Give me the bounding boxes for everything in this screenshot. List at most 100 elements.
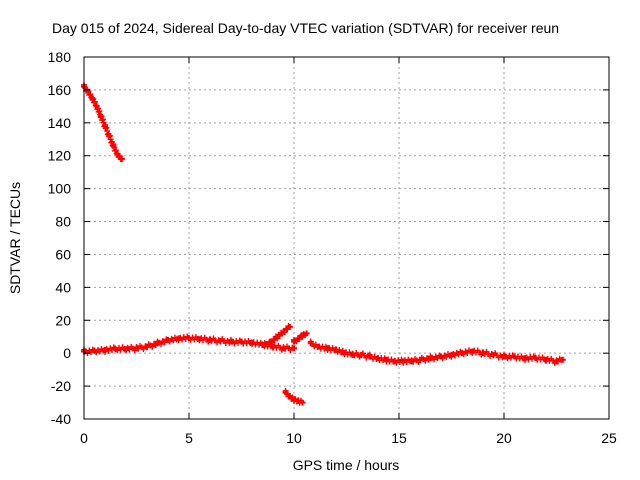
data-point xyxy=(217,337,224,344)
data-point xyxy=(280,328,287,335)
x-tick-label: 0 xyxy=(80,430,88,446)
series-arc-4 xyxy=(282,387,306,406)
series-arc-1 xyxy=(81,81,125,163)
data-point xyxy=(175,335,182,342)
data-point xyxy=(358,351,365,358)
data-point xyxy=(469,348,476,355)
y-tick-label: 40 xyxy=(55,279,71,295)
y-tick-label: 120 xyxy=(48,148,72,164)
data-point xyxy=(532,355,539,362)
data-point xyxy=(91,347,98,354)
y-tick-label: 100 xyxy=(48,181,72,197)
data-point xyxy=(118,156,125,163)
data-point xyxy=(196,336,203,343)
series-arc-6 xyxy=(307,338,566,366)
data-point xyxy=(97,113,104,120)
data-point xyxy=(375,355,381,362)
data-point xyxy=(299,399,306,406)
plot-frame xyxy=(83,56,610,420)
y-tick-label: 20 xyxy=(55,312,71,328)
data-point xyxy=(286,323,293,330)
data-point xyxy=(154,340,161,347)
data-point xyxy=(511,353,518,360)
y-tick-label: -40 xyxy=(51,411,71,427)
data-point xyxy=(427,355,434,362)
x-tick-label: 25 xyxy=(601,430,617,446)
data-point xyxy=(112,346,119,353)
data-point xyxy=(501,353,507,360)
data-point xyxy=(186,335,192,342)
data-point xyxy=(102,346,108,353)
data-point xyxy=(559,356,566,363)
data-point xyxy=(274,333,281,340)
data-point xyxy=(333,346,339,353)
data-point xyxy=(282,389,289,396)
data-point xyxy=(110,142,117,149)
data-point xyxy=(238,338,245,345)
data-point xyxy=(280,345,287,352)
data-point xyxy=(291,345,297,352)
series-arc-5 xyxy=(291,330,310,345)
axis-ticks: -40 -20 0 20 40 60 80 100 120 140 160 180 0 5 10 15 20 25 xyxy=(48,49,617,446)
data-point xyxy=(228,338,234,345)
data-point xyxy=(307,340,314,347)
data-point xyxy=(165,337,171,344)
data-point xyxy=(543,356,549,363)
y-tick-label: 60 xyxy=(55,246,71,262)
data-points xyxy=(81,81,566,406)
x-tick-label: 10 xyxy=(286,430,302,446)
data-point xyxy=(316,343,323,350)
y-tick-label: 0 xyxy=(63,345,71,361)
data-point xyxy=(459,350,465,357)
data-point xyxy=(291,396,297,403)
data-point xyxy=(408,358,415,365)
y-axis-label: SDTVAR / TECUs xyxy=(7,182,23,294)
y-tick-label: 160 xyxy=(48,82,72,98)
data-point xyxy=(349,351,356,358)
y-tick-label: -20 xyxy=(51,378,71,394)
data-point xyxy=(286,392,293,399)
data-point xyxy=(295,397,302,404)
data-point xyxy=(123,346,129,353)
data-point xyxy=(106,132,113,139)
data-point xyxy=(299,332,306,339)
data-point xyxy=(114,151,121,158)
y-tick-label: 140 xyxy=(48,115,72,131)
x-tick-label: 15 xyxy=(391,430,407,446)
data-point xyxy=(291,338,297,345)
data-point xyxy=(366,353,373,360)
x-tick-label: 20 xyxy=(496,430,512,446)
data-point xyxy=(270,343,276,350)
data-point xyxy=(249,339,255,346)
data-point xyxy=(303,330,310,337)
series-arc-2 xyxy=(81,333,297,357)
grid-lines xyxy=(84,57,609,419)
chart-title: Day 015 of 2024, Sidereal Day-to-day VTE… xyxy=(52,20,559,36)
data-point xyxy=(324,345,331,352)
data-point xyxy=(207,337,213,344)
data-point xyxy=(383,356,390,363)
data-point xyxy=(438,353,444,360)
data-point xyxy=(448,351,455,358)
data-point xyxy=(295,335,302,342)
data-point xyxy=(133,345,140,352)
data-point xyxy=(417,356,423,363)
data-point xyxy=(89,95,96,102)
x-axis-label: GPS time / hours xyxy=(293,457,400,473)
data-point xyxy=(391,358,398,365)
data-point xyxy=(261,341,268,348)
data-point xyxy=(93,103,100,110)
data-point xyxy=(490,351,497,358)
data-point xyxy=(341,350,348,357)
series-arc-3 xyxy=(261,323,293,349)
data-point xyxy=(144,343,150,350)
data-point xyxy=(400,358,407,365)
x-tick-label: 5 xyxy=(185,430,193,446)
data-point xyxy=(553,358,560,365)
data-point xyxy=(267,338,274,345)
data-point xyxy=(480,350,486,357)
data-point xyxy=(102,123,108,130)
y-tick-label: 80 xyxy=(55,214,71,230)
data-point xyxy=(522,355,528,362)
